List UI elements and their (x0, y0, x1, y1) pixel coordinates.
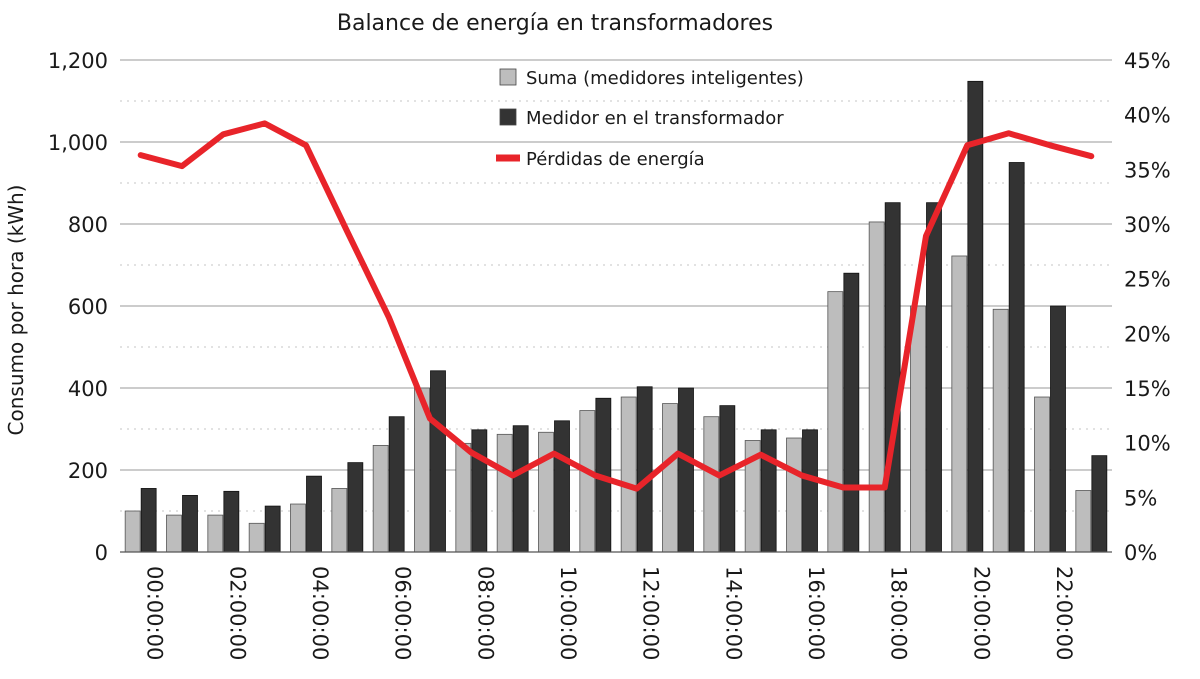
y2-tick-label: 15% (1124, 377, 1171, 401)
x-tick-label: 22:00:00 (1052, 566, 1076, 660)
bar-transformer-meter (388, 416, 405, 553)
bar-smart-meters-sum (496, 433, 513, 553)
left-axis-ticks: 0 200 400 600 800 1,000 1,200 (48, 49, 108, 565)
bar-smart-meters-sum (372, 444, 389, 553)
bar-smart-meters-sum (910, 305, 926, 553)
x-tick-label: 18:00:00 (887, 566, 911, 660)
bar-smart-meters-sum (1075, 490, 1092, 553)
bar-smart-meters-sum (207, 514, 224, 553)
bar-smart-meters-sum (248, 522, 265, 553)
y2-tick-label: 40% (1124, 104, 1171, 128)
bar-transformer-meter (1050, 305, 1066, 553)
x-tick-label: 16:00:00 (804, 566, 828, 660)
bars (124, 80, 1108, 553)
y2-tick-label: 5% (1124, 486, 1157, 510)
bar-transformer-meter (1091, 455, 1108, 553)
bar-smart-meters-sum (124, 510, 141, 553)
bar-transformer-meter (347, 462, 364, 553)
bar-transformer-meter (554, 420, 570, 553)
bar-transformer-meter (678, 387, 694, 553)
legend-label: Medidor en el transformador (526, 108, 784, 129)
y2-tick-label: 20% (1124, 322, 1171, 346)
bar-smart-meters-sum (455, 442, 472, 553)
y-axis-label: Consumo por hora (kWh) (4, 185, 28, 436)
bar-smart-meters-sum (538, 431, 554, 553)
right-axis-ticks: 0% 5% 10% 15% 20% 25% 30% 35% 40% 45% (1124, 49, 1171, 565)
y-tick-label: 1,200 (48, 49, 108, 73)
bar-smart-meters-sum (290, 503, 306, 553)
bar-smart-meters-sum (620, 396, 637, 553)
bar-transformer-meter (760, 429, 777, 553)
x-tick-label: 02:00:00 (225, 566, 249, 660)
y-tick-label: 800 (68, 213, 108, 237)
bar-smart-meters-sum (579, 410, 596, 553)
y2-tick-label: 0% (1124, 541, 1157, 565)
bar-transformer-meter (1008, 162, 1025, 553)
y-tick-label: 0 (95, 541, 108, 565)
bar-transformer-meter (512, 425, 529, 553)
bar-transformer-meter (926, 202, 942, 553)
legend-label: Pérdidas de energía (526, 149, 705, 170)
y2-tick-label: 10% (1124, 432, 1171, 456)
y2-tick-label: 35% (1124, 158, 1171, 182)
x-tick-label: 00:00:00 (143, 566, 167, 660)
y-tick-label: 1,000 (48, 131, 108, 155)
legend: Suma (medidores inteligentes) Medidor en … (496, 68, 804, 170)
bar-smart-meters-sum (662, 403, 678, 553)
x-tick-label: 14:00:00 (721, 566, 745, 660)
bar-transformer-meter (264, 505, 281, 553)
bar-transformer-meter (719, 405, 736, 553)
bar-transformer-meter (140, 488, 157, 553)
legend-swatch (499, 68, 517, 86)
y2-tick-label: 30% (1124, 213, 1171, 237)
y2-tick-label: 25% (1124, 268, 1171, 292)
y-tick-label: 200 (68, 459, 108, 483)
bar-smart-meters-sum (868, 221, 885, 553)
legend-swatch (499, 108, 517, 126)
bar-smart-meters-sum (951, 255, 968, 553)
gridlines (120, 59, 1112, 512)
bar-smart-meters-sum (992, 308, 1009, 553)
bar-transformer-meter (223, 490, 240, 553)
bar-transformer-meter (182, 495, 198, 553)
bar-transformer-meter (843, 272, 860, 553)
chart-title: Balance de energía en transformadores (337, 11, 773, 36)
bar-transformer-meter (636, 386, 653, 553)
x-tick-label: 20:00:00 (969, 566, 993, 660)
bar-smart-meters-sum (703, 416, 720, 553)
x-tick-label: 08:00:00 (473, 566, 497, 660)
x-axis-ticks: 00:00:00 02:00:00 04:00:00 06:00:00 08:00:00… (143, 566, 1076, 660)
bar-transformer-meter (471, 429, 488, 553)
bar-transformer-meter (967, 80, 984, 553)
x-tick-label: 04:00:00 (308, 566, 332, 660)
y2-tick-label: 45% (1124, 49, 1171, 73)
bar-smart-meters-sum (827, 291, 844, 553)
legend-label: Suma (medidores inteligentes) (526, 68, 804, 89)
bar-smart-meters-sum (1034, 396, 1050, 553)
bar-smart-meters-sum (786, 437, 802, 553)
bar-transformer-meter (802, 429, 818, 553)
bar-smart-meters-sum (166, 514, 182, 553)
x-tick-label: 12:00:00 (639, 566, 663, 660)
energy-loss-line (137, 120, 1095, 492)
y-tick-label: 600 (68, 295, 108, 319)
bar-transformer-meter (884, 202, 901, 553)
bar-smart-meters-sum (331, 488, 348, 553)
bar-transformer-meter (430, 370, 446, 553)
x-tick-label: 10:00:00 (556, 566, 580, 660)
bar-transformer-meter (306, 475, 322, 553)
x-tick-label: 06:00:00 (391, 566, 415, 660)
loss-line (137, 120, 1095, 492)
y-tick-label: 400 (68, 377, 108, 401)
